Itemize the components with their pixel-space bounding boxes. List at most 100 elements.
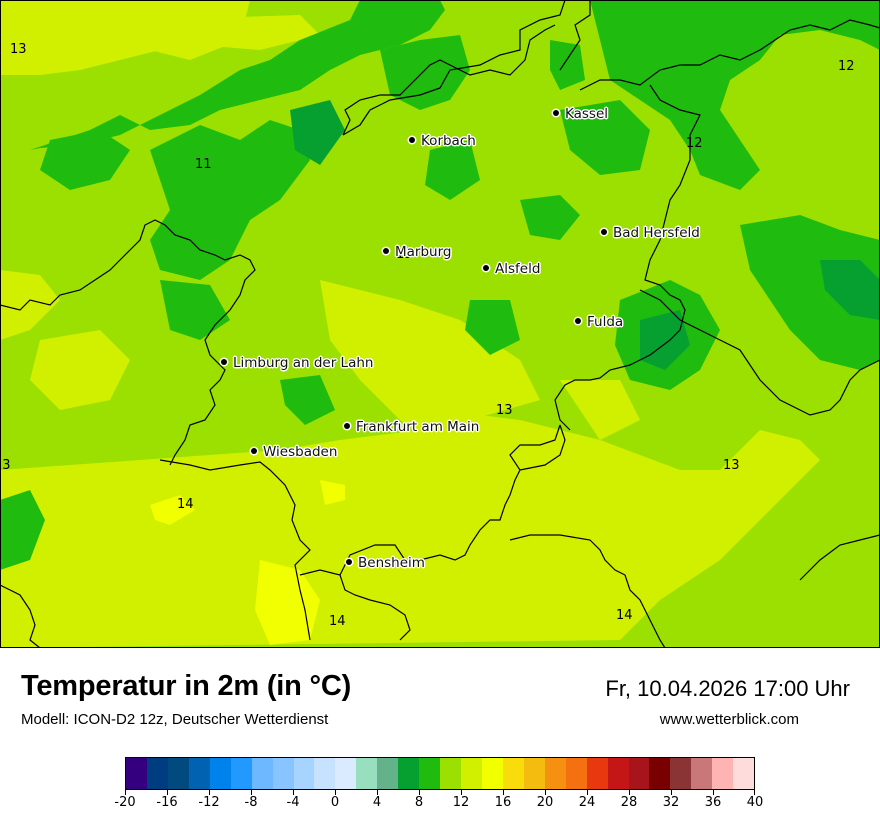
colorbar-bin — [733, 758, 755, 789]
colorbar-tick-label: 8 — [414, 795, 424, 810]
colorbar-bin — [126, 758, 147, 789]
colorbar-bin — [335, 758, 357, 789]
city-label: Frankfurt am Main — [356, 419, 480, 435]
city-dot-icon — [344, 423, 350, 429]
colorbar-tick-mark — [713, 790, 714, 795]
colorbar-bin — [628, 758, 650, 789]
city-dot-icon — [601, 229, 607, 235]
temperature-field — [0, 0, 880, 648]
city-label: Kassel — [565, 106, 609, 122]
isotherm-label: 13 — [496, 403, 513, 418]
colorbar-tick-mark — [167, 790, 168, 795]
colorbar-bin — [607, 758, 629, 789]
colorbar-tick-mark — [377, 790, 378, 795]
colorbar-tick-label: -8 — [244, 795, 258, 810]
map-title: Temperatur in 2m (in °C) — [21, 670, 352, 702]
colorbar-bin — [209, 758, 231, 789]
website-link[interactable]: www.wetterblick.com — [659, 711, 799, 728]
colorbar-bin — [419, 758, 441, 789]
city-label: Fulda — [587, 314, 624, 330]
colorbar-bin — [440, 758, 461, 789]
colorbar-tick-label: -12 — [198, 795, 220, 810]
city-frankfurt-am-main: Frankfurt am Main — [344, 419, 479, 435]
colorbar-tick-label: 32 — [662, 795, 680, 810]
colorbar-bin — [356, 758, 378, 789]
city-label: Marburg — [395, 244, 452, 260]
colorbar-tick-mark — [461, 790, 462, 795]
colorbar-tick-mark — [251, 790, 252, 795]
colorbar-tick-mark — [587, 790, 588, 795]
colorbar-tick-mark — [503, 790, 504, 795]
colorbar-tick-label: -20 — [114, 795, 136, 810]
colorbar-tick-mark — [629, 790, 630, 795]
colorbar-tick-label: -4 — [286, 795, 300, 810]
colorbar-tick-mark — [125, 790, 126, 795]
city-korbach: Korbach — [409, 133, 476, 149]
temperature-colorbar — [125, 757, 755, 790]
city-dot-icon — [409, 137, 415, 143]
temperature-map: 13 12 12 11 13 13 13 13 14 14 14 Kassel Korbach Bad … — [0, 0, 880, 648]
colorbar-tick-mark — [293, 790, 294, 795]
model-source: Modell: ICON-D2 12z, Deutscher Wetterdie… — [21, 711, 329, 728]
isotherm-label: 12 — [686, 136, 703, 151]
city-label: Limburg an der Lahn — [233, 355, 374, 371]
colorbar-bin — [461, 758, 482, 789]
colorbar-tick-label: 20 — [536, 795, 554, 810]
colorbar-bin — [502, 758, 524, 789]
colorbar-tick-mark — [209, 790, 210, 795]
city-wiesbaden: Wiesbaden — [251, 444, 337, 460]
city-bad-hersfeld: Bad Hersfeld — [601, 225, 700, 241]
city-dot-icon — [383, 248, 389, 254]
colorbar-bin — [691, 758, 713, 789]
isotherm-label: 14 — [329, 614, 346, 629]
isotherm-label: 13 — [10, 42, 27, 57]
isotherm-label: 12 — [838, 59, 855, 74]
isotherm-label: 14 — [616, 608, 633, 623]
colorbar-tick-label: 4 — [372, 795, 382, 810]
colorbar-tick-label: -16 — [156, 795, 178, 810]
isotherm-label: 14 — [177, 497, 194, 512]
colorbar-bin — [712, 758, 734, 789]
colorbar-bin — [188, 758, 210, 789]
colorbar-tick-mark — [545, 790, 546, 795]
city-alsfeld: Alsfeld — [483, 261, 540, 277]
colorbar-bin — [670, 758, 692, 789]
colorbar-tick-label: 28 — [620, 795, 638, 810]
colorbar-bin — [398, 758, 420, 789]
city-fulda: Fulda — [575, 314, 623, 330]
colorbar-tick-label: 40 — [746, 795, 764, 810]
valid-time: Fr, 10.04.2026 17:00 Uhr — [605, 676, 850, 701]
city-dot-icon — [483, 265, 489, 271]
isotherm-label: 11 — [195, 157, 212, 172]
city-label: Bensheim — [358, 555, 425, 571]
isotherm-label: 13 — [0, 458, 11, 473]
colorbar-tick-label: 16 — [494, 795, 512, 810]
city-marburg: Marburg — [383, 244, 451, 260]
isotherm-label: 13 — [396, 247, 413, 262]
city-label: Alsfeld — [495, 261, 541, 277]
city-dot-icon — [251, 448, 257, 454]
colorbar-tick-label: 0 — [330, 795, 340, 810]
city-dot-icon — [221, 359, 227, 365]
city-label: Korbach — [421, 133, 476, 149]
colorbar-bin — [565, 758, 587, 789]
colorbar-bin — [251, 758, 273, 789]
colorbar-bin — [272, 758, 294, 789]
colorbar-tick-mark — [419, 790, 420, 795]
colorbar-tick-label: 36 — [704, 795, 722, 810]
city-dot-icon — [346, 559, 352, 565]
city-dot-icon — [575, 318, 581, 324]
city-limburg-an-der-lahn: Limburg an der Lahn — [221, 355, 373, 371]
colorbar-bin — [481, 758, 503, 789]
city-dot-icon — [553, 110, 559, 116]
colorbar-tick-mark — [754, 790, 755, 795]
colorbar-bin — [586, 758, 608, 789]
colorbar-tick-label: 24 — [578, 795, 596, 810]
city-label: Bad Hersfeld — [613, 225, 700, 241]
isotherm-label: 13 — [723, 458, 740, 473]
colorbar-bin — [230, 758, 252, 789]
colorbar-bin — [544, 758, 566, 789]
colorbar-bin — [649, 758, 671, 789]
colorbar-bin — [167, 758, 189, 789]
city-bensheim: Bensheim — [346, 555, 425, 571]
